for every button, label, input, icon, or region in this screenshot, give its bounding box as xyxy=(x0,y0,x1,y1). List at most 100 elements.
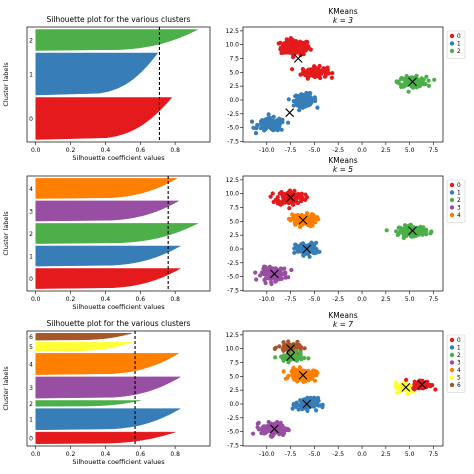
silhouette-band-5 xyxy=(26,342,132,352)
x-tick-label: 0.6 xyxy=(136,296,146,303)
x-tick-label: 7.5 xyxy=(429,147,439,154)
data-point-cluster-2 xyxy=(424,74,429,79)
silhouette-axes-frame xyxy=(26,330,211,447)
legend-label-3: 3 xyxy=(457,361,461,367)
data-point-cluster-3 xyxy=(253,270,258,275)
centroid-marker xyxy=(302,399,312,409)
legend: 0 12 xyxy=(446,30,466,59)
data-point-cluster-0 xyxy=(311,67,316,73)
legend-label-2: 2 xyxy=(457,198,461,204)
data-point-cluster-2 xyxy=(421,77,426,82)
legend-marker-3 xyxy=(449,205,455,210)
x-tick-label: 0.8 xyxy=(170,147,180,154)
data-point-cluster-5 xyxy=(394,380,399,385)
data-point-cluster-1 xyxy=(309,402,314,407)
x-tick-label: 0.2 xyxy=(66,147,76,154)
data-point-cluster-1 xyxy=(314,402,319,407)
data-point-cluster-0 xyxy=(306,71,311,76)
data-point-cluster-0 xyxy=(307,46,312,51)
data-point-cluster-1 xyxy=(262,128,267,133)
silhouette-band-4 xyxy=(35,353,180,375)
x-tick-label: 5.0 xyxy=(405,296,415,303)
x-tick-label: 0.2 xyxy=(66,296,76,303)
data-point-cluster-1 xyxy=(286,120,291,125)
legend-marker-2 xyxy=(449,197,455,203)
legend-box xyxy=(446,334,466,393)
data-point-cluster-0 xyxy=(433,387,438,392)
y-tick-label: 0.0 xyxy=(229,97,239,104)
data-point-cluster-1 xyxy=(294,243,299,248)
cluster-label-1: 1 xyxy=(29,254,33,261)
data-point-cluster-3 xyxy=(260,428,265,433)
silhouette-title: Silhouette plot for the various clusters xyxy=(47,319,191,328)
scatter-points xyxy=(253,188,434,287)
x-tick-label: 0.8 xyxy=(170,451,180,458)
cluster-label-3: 3 xyxy=(29,385,33,392)
data-point-cluster-0 xyxy=(296,49,301,55)
centroid-stroke xyxy=(408,226,417,236)
x-tick-label: 0.4 xyxy=(101,451,111,458)
data-point-cluster-6 xyxy=(302,346,307,351)
x-tick-label: -2.5 xyxy=(332,147,344,154)
data-point-cluster-1 xyxy=(266,112,271,117)
data-point-cluster-2 xyxy=(418,80,423,85)
data-point-cluster-3 xyxy=(251,431,256,436)
legend-label-1: 1 xyxy=(457,191,461,197)
kmeans-axes-frame xyxy=(242,175,444,292)
data-point-cluster-3 xyxy=(275,267,280,272)
data-point-cluster-1 xyxy=(272,127,277,132)
centroid-stroke xyxy=(286,352,296,361)
data-point-cluster-1 xyxy=(253,131,259,136)
data-point-cluster-3 xyxy=(278,270,283,275)
data-point-cluster-5 xyxy=(395,390,400,395)
data-point-cluster-1 xyxy=(275,126,280,131)
cluster-label-6: 6 xyxy=(29,334,33,341)
centroid-stroke xyxy=(417,380,427,390)
centroid-marker xyxy=(286,193,296,202)
cluster-label-3: 3 xyxy=(29,208,33,215)
y-tick-label: -2.5 xyxy=(227,415,239,422)
data-point-cluster-1 xyxy=(290,406,295,411)
scatter-points xyxy=(249,36,437,136)
data-point-cluster-3 xyxy=(261,424,266,430)
legend: 0 12 34 xyxy=(446,179,466,223)
y-tick-label: 7.5 xyxy=(229,360,239,367)
y-tick-label: 5.0 xyxy=(229,218,239,225)
data-point-cluster-3 xyxy=(256,420,261,425)
data-point-cluster-3 xyxy=(281,432,286,437)
cluster-label-0: 0 xyxy=(29,116,33,123)
legend-marker-3 xyxy=(449,360,455,365)
data-point-cluster-1 xyxy=(294,400,299,405)
legend-marker-4 xyxy=(449,367,455,373)
silhouette-xlabel: Silhouette coefficient values xyxy=(72,303,165,311)
legend-label-1: 1 xyxy=(457,42,461,48)
legend-marker-4 xyxy=(449,212,455,218)
data-point-cluster-4 xyxy=(314,369,319,374)
silhouette-ylabel: Cluster labels xyxy=(2,62,10,107)
data-point-cluster-2 xyxy=(429,230,434,235)
data-point-cluster-4 xyxy=(292,372,297,378)
data-point-cluster-1 xyxy=(258,126,263,131)
centroid-marker xyxy=(401,383,411,392)
data-point-cluster-4 xyxy=(309,212,315,217)
data-point-cluster-2 xyxy=(396,80,401,85)
data-point-cluster-3 xyxy=(283,275,288,280)
data-point-cluster-0 xyxy=(281,198,286,203)
kmeans-axes-frame xyxy=(242,330,444,447)
x-tick-label: 5.0 xyxy=(405,147,415,154)
legend-label-0: 0 xyxy=(457,183,461,189)
data-point-cluster-2 xyxy=(424,227,429,232)
y-tick-label: -5.0 xyxy=(227,125,239,132)
data-point-cluster-0 xyxy=(304,39,309,45)
kmeans-subtitle: k = 5 xyxy=(333,165,353,174)
data-point-cluster-1 xyxy=(286,97,291,102)
data-point-cluster-1 xyxy=(305,395,310,400)
centroid-stroke xyxy=(286,193,296,202)
data-point-cluster-1 xyxy=(312,397,317,402)
legend-box xyxy=(446,179,466,223)
data-point-cluster-2 xyxy=(423,81,428,87)
data-point-cluster-1 xyxy=(269,121,274,126)
